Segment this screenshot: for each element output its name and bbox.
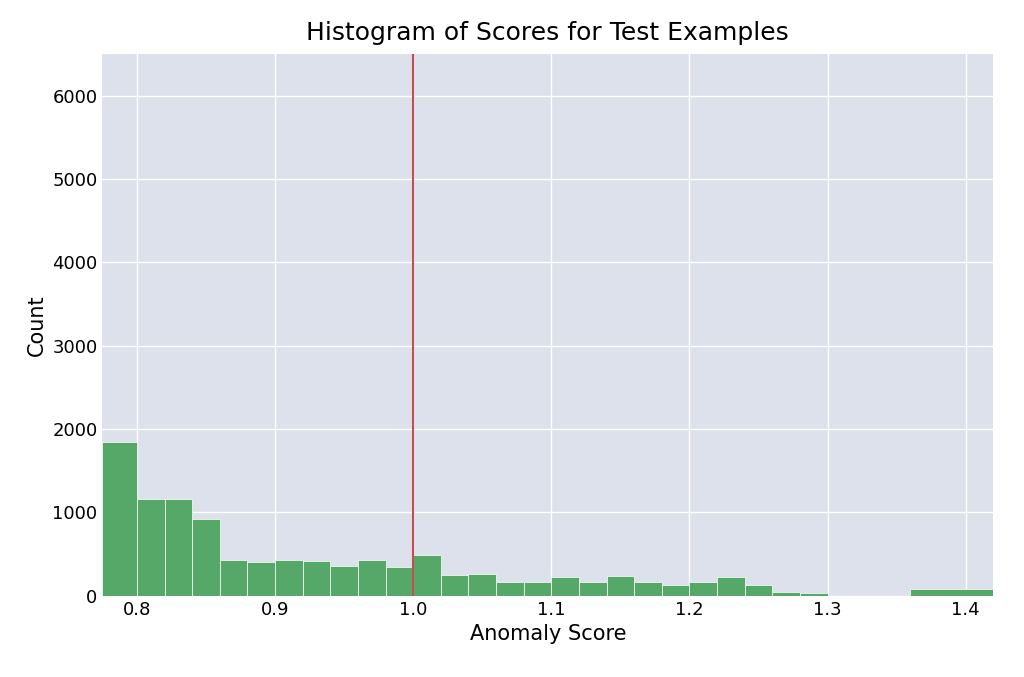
Bar — [102, 441, 137, 596]
Bar — [523, 582, 551, 596]
Bar — [689, 582, 717, 596]
Bar — [662, 585, 689, 596]
Bar — [496, 582, 523, 596]
Bar — [910, 589, 993, 596]
Bar — [275, 560, 303, 596]
Bar — [744, 585, 772, 596]
Bar — [440, 575, 468, 596]
Bar — [800, 593, 827, 596]
Y-axis label: Count: Count — [27, 294, 47, 356]
Bar — [413, 555, 440, 596]
Bar — [248, 562, 275, 596]
X-axis label: Anomaly Score: Anomaly Score — [470, 624, 626, 645]
Bar — [772, 592, 800, 596]
Bar — [634, 582, 662, 596]
Bar — [551, 577, 579, 596]
Bar — [606, 575, 634, 596]
Bar — [303, 561, 331, 596]
Bar — [386, 567, 413, 596]
Bar — [137, 499, 165, 596]
Bar — [331, 566, 358, 596]
Bar — [220, 560, 248, 596]
Title: Histogram of Scores for Test Examples: Histogram of Scores for Test Examples — [306, 21, 790, 45]
Bar — [165, 499, 193, 596]
Bar — [717, 577, 744, 596]
Bar — [579, 582, 606, 596]
Bar — [468, 574, 496, 596]
Bar — [358, 560, 386, 596]
Bar — [193, 519, 220, 596]
